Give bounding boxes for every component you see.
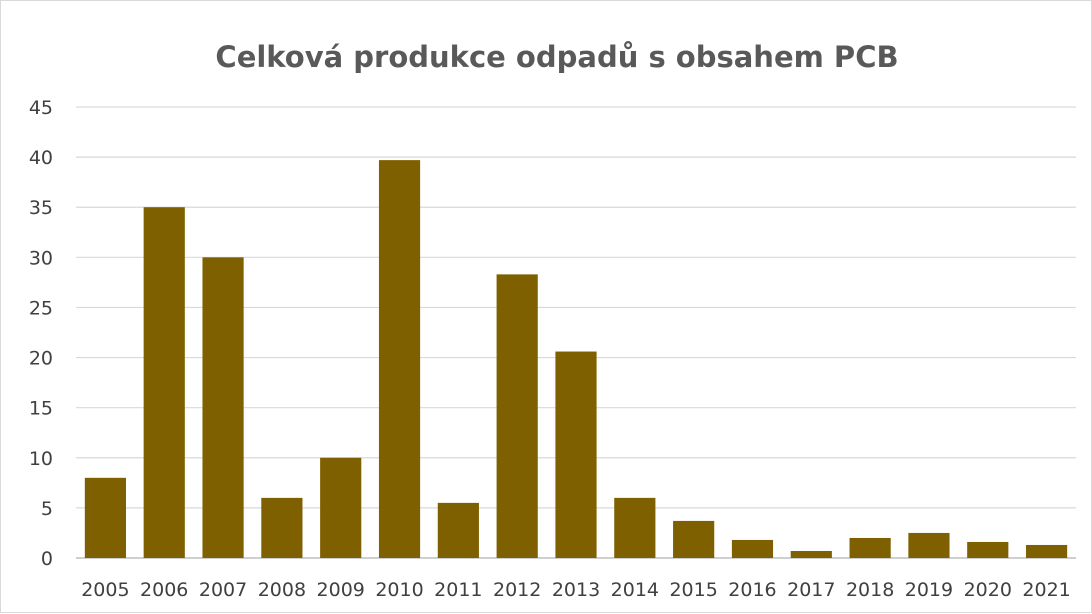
bar-2014 xyxy=(614,497,656,558)
bar-2008 xyxy=(261,497,303,558)
x-tick-label: 2012 xyxy=(493,579,541,601)
x-tick-label: 2017 xyxy=(787,579,835,601)
x-tick-label: 2009 xyxy=(317,579,365,601)
y-tick-label: 10 xyxy=(29,448,53,470)
x-tick-label: 2014 xyxy=(611,579,659,601)
x-tick-label: 2011 xyxy=(434,579,482,601)
bar-2006 xyxy=(143,207,185,558)
bar-2005 xyxy=(84,477,126,558)
x-tick-label: 2007 xyxy=(199,579,247,601)
bar-2013 xyxy=(555,351,597,558)
y-tick-label: 5 xyxy=(41,498,53,520)
y-axis-ticks: 0 5 10 15 20 25 30 35 40 45 xyxy=(29,97,53,570)
bar-2011 xyxy=(437,502,479,558)
x-tick-label: 2019 xyxy=(905,579,953,601)
y-tick-label: 45 xyxy=(29,97,53,119)
y-tick-label: 15 xyxy=(29,398,53,420)
x-tick-label: 2021 xyxy=(1022,579,1070,601)
x-tick-label: 2013 xyxy=(552,579,600,601)
bar-2021 xyxy=(1026,544,1068,558)
chart-title: Celková produkce odpadů s obsahem PCB xyxy=(215,40,898,74)
bars xyxy=(84,160,1068,558)
x-tick-label: 2015 xyxy=(669,579,717,601)
x-tick-label: 2016 xyxy=(728,579,776,601)
bar-2016 xyxy=(731,539,774,558)
x-tick-label: 2020 xyxy=(964,579,1012,601)
bar-2018 xyxy=(849,537,891,558)
bar-2012 xyxy=(496,274,538,558)
x-axis-ticks: 2005 2006 2007 2008 2009 2010 2011 2012 2013 2014… xyxy=(81,579,1071,601)
y-tick-label: 40 xyxy=(29,147,53,169)
bar-2010 xyxy=(378,160,421,558)
x-tick-label: 2010 xyxy=(375,579,423,601)
y-tick-label: 30 xyxy=(29,247,53,269)
bar-2015 xyxy=(673,520,715,558)
bar-2009 xyxy=(320,457,362,558)
x-tick-label: 2006 xyxy=(140,579,188,601)
x-tick-label: 2005 xyxy=(81,579,129,601)
bar-2007 xyxy=(202,257,244,558)
y-tick-label: 20 xyxy=(29,348,53,370)
bar-2020 xyxy=(967,541,1009,558)
x-tick-label: 2008 xyxy=(258,579,306,601)
y-tick-label: 0 xyxy=(41,548,53,570)
bar-2017 xyxy=(790,550,832,558)
y-tick-label: 35 xyxy=(29,197,53,219)
x-tick-label: 2018 xyxy=(846,579,894,601)
bar-2019 xyxy=(908,532,950,558)
y-tick-label: 25 xyxy=(29,297,53,319)
